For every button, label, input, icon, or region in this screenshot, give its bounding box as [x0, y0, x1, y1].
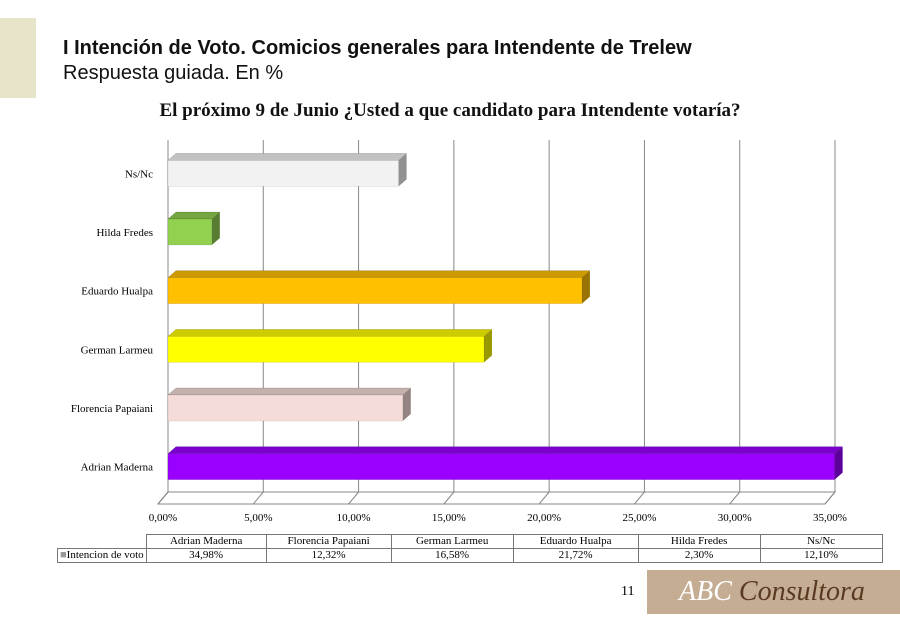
accent-bar — [0, 18, 36, 98]
bar-side — [398, 153, 407, 187]
floor-gridline — [443, 491, 455, 505]
x-tick-label: 35,00% — [813, 512, 847, 524]
table-value: 34,98% — [145, 548, 267, 563]
x-tick-label: 30,00% — [718, 512, 752, 524]
bar — [167, 160, 399, 187]
floor-gridline — [538, 491, 550, 505]
x-tick-label: 15,00% — [432, 512, 466, 524]
data-table: Adrian Maderna Florencia Papaiani German L… — [57, 534, 883, 563]
bar-side — [402, 388, 411, 421]
bar — [167, 453, 835, 480]
table-header: German Larmeu — [390, 534, 514, 549]
bar — [167, 277, 583, 304]
page-number: 11 — [621, 584, 635, 599]
table-value: 12,10% — [759, 548, 883, 563]
table-header: Eduardo Hualpa — [512, 534, 639, 549]
bar-top — [167, 211, 221, 220]
table-value: 16,58% — [390, 548, 514, 563]
table-header: Adrian Maderna — [145, 534, 267, 549]
page-title: I Intención de Voto. Comicios generales … — [63, 37, 692, 59]
bar-top — [167, 153, 408, 161]
x-tick-label: 20,00% — [527, 512, 561, 524]
series-label: ■Intencion de voto — [57, 548, 147, 563]
floor — [156, 491, 837, 505]
axis-wall — [157, 140, 169, 505]
bar-side — [581, 270, 590, 304]
chart-title: El próximo 9 de Junio ¿Usted a que candi… — [159, 100, 741, 121]
bar-top — [167, 329, 493, 337]
table-value: 2,30% — [637, 548, 761, 563]
bar-side — [834, 446, 843, 480]
floor-gridline — [824, 491, 836, 505]
bar-chart: 0,00% 5,00% 10,00% 15,00% 20,00% 25,00% 30,00%… — [71, 140, 847, 524]
table-header: Ns/Nc — [759, 534, 883, 549]
table-header: Hilda Fredes — [637, 534, 761, 549]
table-value: 12,32% — [265, 548, 392, 563]
x-tick-label: 25,00% — [622, 512, 656, 524]
x-tick-label: 0,00% — [149, 512, 177, 524]
bar-top — [167, 387, 412, 396]
bar-side — [483, 329, 492, 363]
bar — [167, 394, 404, 422]
bar — [167, 336, 485, 363]
floor-gridline — [634, 491, 645, 505]
floor-gridline — [252, 491, 264, 505]
category-label: Hilda Fredes — [96, 227, 153, 239]
x-tick-label: 5,00% — [244, 512, 272, 524]
x-tick-label: 10,00% — [337, 512, 371, 524]
bar-top — [167, 446, 844, 454]
category-label: Florencia Papaiani — [71, 403, 153, 415]
category-label: German Larmeu — [81, 344, 154, 356]
category-label: Eduardo Hualpa — [81, 286, 153, 298]
table-corner — [58, 535, 147, 549]
bar-top — [167, 270, 591, 278]
bar-side — [211, 212, 220, 245]
floor-gridline — [157, 491, 169, 505]
floor-gridline — [729, 491, 741, 505]
category-label: Adrian Maderna — [81, 462, 154, 474]
table-value: 21,72% — [512, 548, 639, 563]
bar — [167, 218, 213, 246]
table-header: Florencia Papaiani — [265, 534, 392, 549]
category-label: Ns/Nc — [125, 168, 153, 180]
logo: ABC Consultora — [647, 570, 900, 614]
page-subtitle: Respuesta guiada. En % — [63, 62, 284, 84]
floor-gridline — [348, 491, 359, 505]
